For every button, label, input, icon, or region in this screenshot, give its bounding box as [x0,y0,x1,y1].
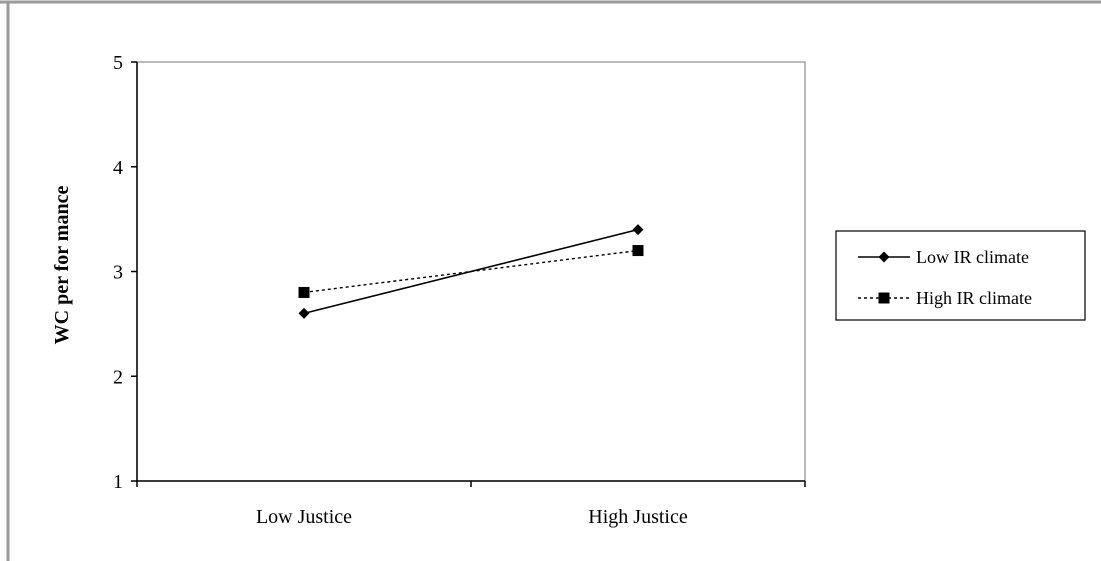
legend: Low IR climate High IR climate [858,247,1032,308]
series-1-point [298,307,310,319]
legend-label-1: Low IR climate [916,247,1029,267]
y-tick-label: 4 [113,157,123,179]
legend-marker-2 [878,292,890,304]
series-layer [298,224,644,319]
series-2-point [298,286,310,298]
series-2-point [632,245,644,257]
y-axis-title: WC per for mance [51,186,73,345]
x-axis-ticks: Low Justice High Justice [136,481,806,528]
x-tick-label: High Justice [588,506,688,528]
y-axis-ticks: 1 2 3 4 5 [113,52,137,493]
y-tick-label: 2 [113,366,123,388]
legend-box [835,230,1086,321]
x-tick-label: Low Justice [256,506,352,528]
y-tick-label: 5 [113,52,123,74]
y-tick-label: 1 [113,471,123,493]
legend-marker-1 [878,251,890,263]
series-line-2 [303,249,639,294]
series-1-point [632,224,644,236]
y-tick-label: 3 [113,262,123,284]
legend-label-2: High IR climate [916,288,1032,308]
